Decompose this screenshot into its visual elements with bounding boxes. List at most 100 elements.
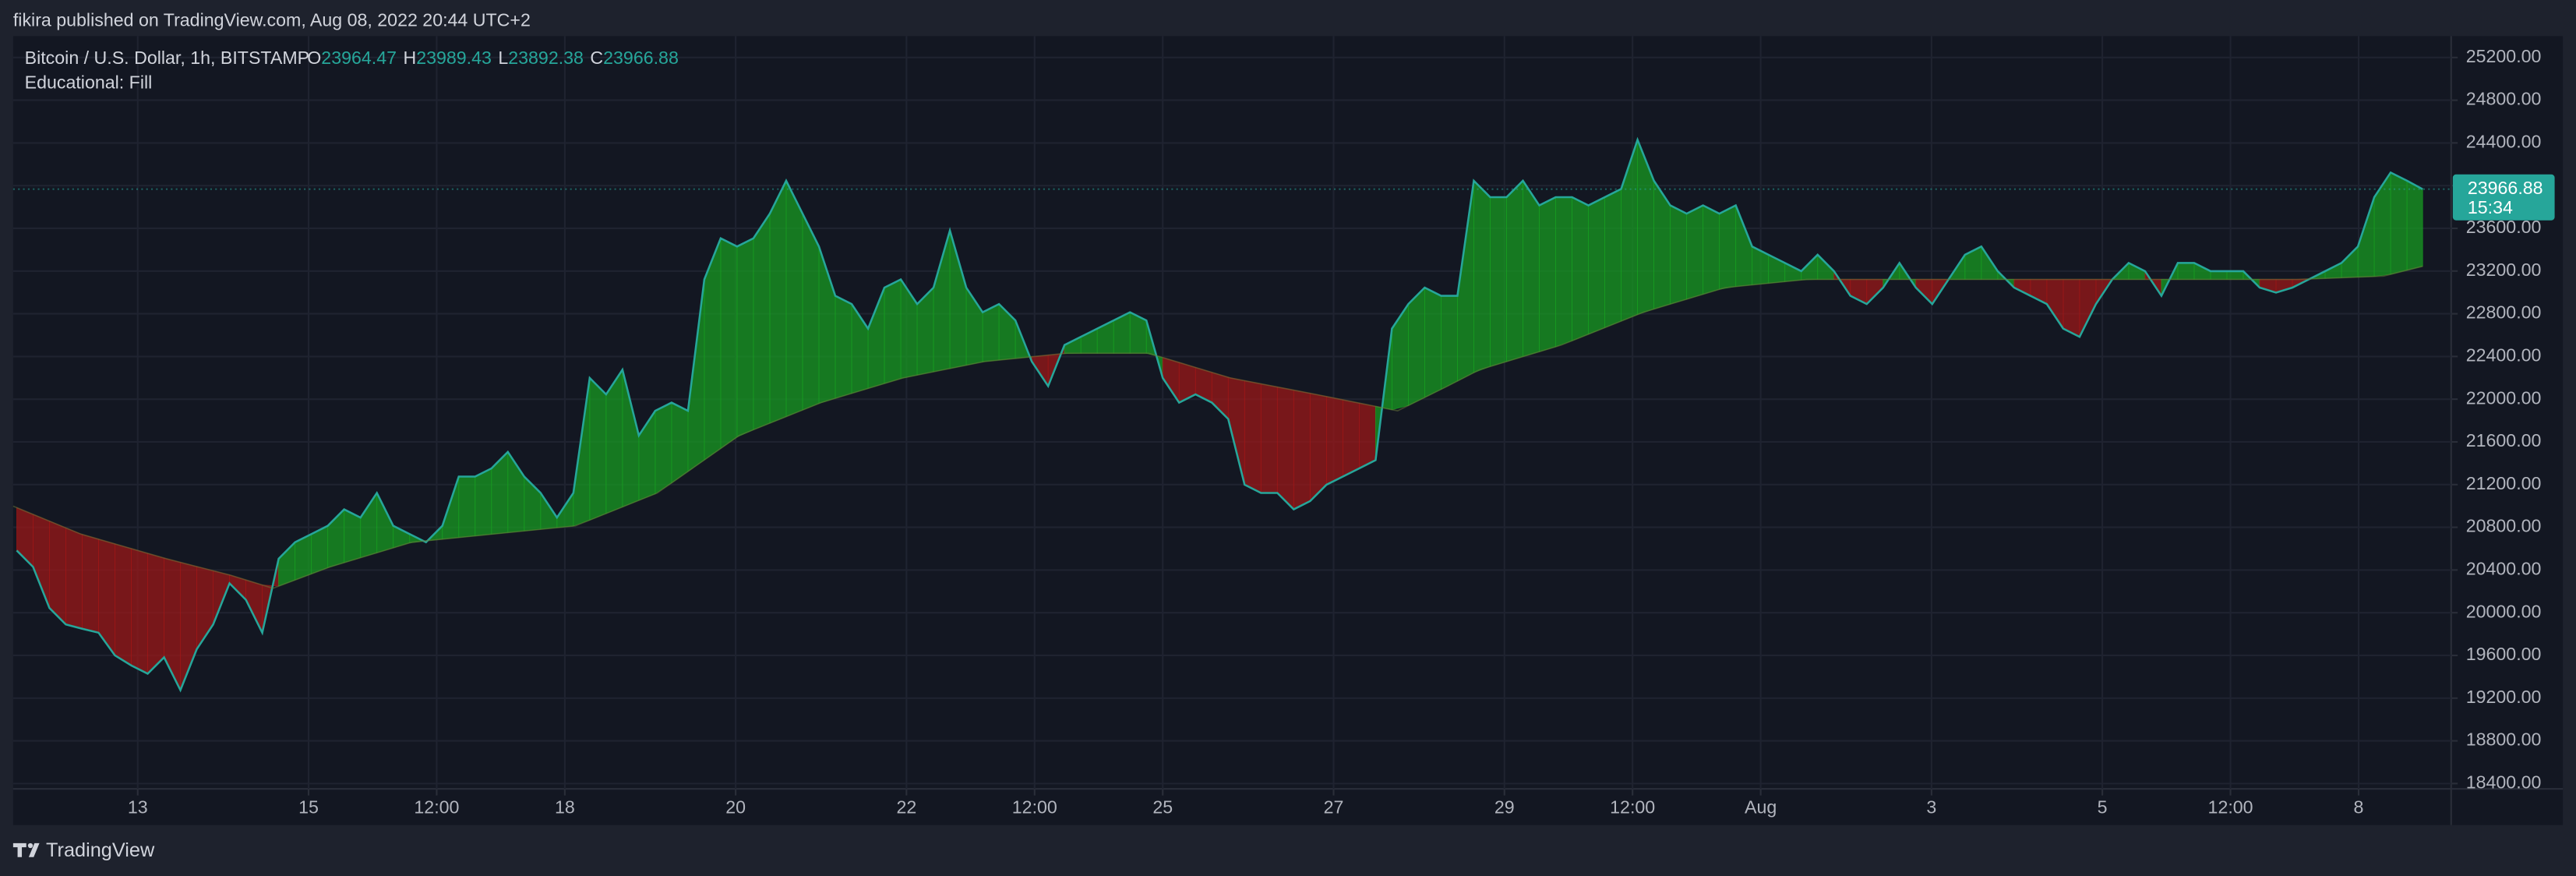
fill-band bbox=[769, 180, 787, 424]
price-tag bbox=[2452, 174, 2555, 221]
x-tick-label: 27 bbox=[1324, 797, 1344, 818]
fill-area bbox=[16, 140, 2423, 691]
fill-band bbox=[1325, 396, 1343, 486]
published-note: fikira published on TradingView.com, Aug… bbox=[13, 10, 531, 30]
indicator-name: Educational: Fill bbox=[25, 72, 153, 93]
fill-band bbox=[475, 468, 492, 537]
x-tick-label: 18 bbox=[555, 797, 575, 818]
fill-band bbox=[1424, 287, 1442, 398]
y-tick-label: 21200.00 bbox=[2466, 473, 2542, 493]
x-tick-label: 8 bbox=[2354, 797, 2364, 818]
fill-band bbox=[2177, 262, 2195, 280]
ohlc-value: 23964.47 bbox=[321, 48, 397, 68]
y-tick-label: 19600.00 bbox=[2466, 644, 2542, 664]
x-tick-label: 29 bbox=[1494, 797, 1515, 818]
x-tick-label: 13 bbox=[128, 797, 148, 818]
ohlc-label: L bbox=[498, 48, 508, 68]
fill-band bbox=[1506, 179, 1523, 362]
fill-band bbox=[1293, 390, 1311, 510]
fill-band bbox=[1276, 387, 1294, 510]
y-tick-label: 24800.00 bbox=[2466, 89, 2542, 109]
fill-band bbox=[131, 548, 148, 675]
fill-band bbox=[753, 212, 771, 431]
x-tick-label: 12:00 bbox=[2208, 797, 2253, 818]
fill-band bbox=[982, 303, 1000, 362]
fill-band bbox=[1588, 196, 1605, 335]
fill-band bbox=[1703, 204, 1720, 295]
fill-band bbox=[1358, 402, 1376, 469]
fill-band bbox=[1342, 399, 1360, 478]
fill-band bbox=[1719, 204, 1737, 290]
price-line bbox=[16, 136, 2423, 693]
fill-band bbox=[1473, 179, 1491, 373]
y-tick-label: 22000.00 bbox=[2466, 387, 2542, 408]
fill-band bbox=[1670, 204, 1688, 305]
x-tick-label: 3 bbox=[1926, 797, 1936, 818]
fill-band bbox=[49, 521, 66, 626]
series bbox=[12, 136, 2423, 693]
fill-band bbox=[655, 401, 672, 495]
fill-band bbox=[2390, 171, 2408, 275]
x-tick-label: 22 bbox=[896, 797, 916, 818]
ohlc-label: O bbox=[307, 48, 321, 68]
ohlc-label: H bbox=[403, 48, 416, 68]
fill-band bbox=[589, 376, 607, 521]
logo bbox=[12, 842, 40, 857]
fill-band bbox=[2210, 270, 2228, 280]
y-tick-label: 23200.00 bbox=[2466, 260, 2542, 280]
y-tick-label: 19200.00 bbox=[2466, 687, 2542, 707]
fill-band bbox=[2226, 270, 2244, 280]
band-edge-line bbox=[12, 265, 2423, 589]
fill-band bbox=[82, 534, 99, 634]
y-tick-label: 20400.00 bbox=[2466, 559, 2542, 579]
price-tag-value: 23966.88 bbox=[2468, 178, 2543, 198]
y-tick-label: 20000.00 bbox=[2466, 601, 2542, 621]
ohlc-value: 23966.88 bbox=[603, 48, 679, 68]
fill-band bbox=[1523, 179, 1540, 358]
ohlc-value: 23892.38 bbox=[508, 48, 584, 68]
y-tick-label: 21600.00 bbox=[2466, 430, 2542, 450]
price-tag-countdown: 15:34 bbox=[2468, 197, 2513, 217]
fill-band bbox=[1309, 393, 1327, 503]
fill-band bbox=[671, 401, 689, 484]
fill-band bbox=[147, 553, 164, 675]
symbol: Bitcoin / U.S. Dollar, 1h, BITSTAMP bbox=[25, 48, 309, 68]
fill-band bbox=[1539, 196, 1556, 352]
fill-band bbox=[1686, 204, 1704, 300]
fill-band bbox=[1604, 188, 1621, 329]
ohlc-value: 23989.43 bbox=[416, 48, 492, 68]
x-tick-label: 15 bbox=[298, 797, 319, 818]
fill-band bbox=[115, 543, 132, 666]
brand: TradingView bbox=[46, 839, 155, 861]
y-tick-label: 22400.00 bbox=[2466, 345, 2542, 366]
fill-band bbox=[458, 476, 476, 539]
y-tick-label: 18400.00 bbox=[2466, 772, 2542, 793]
y-tick-label: 25200.00 bbox=[2466, 46, 2542, 66]
ohlc: O 23964.47 H 23989.43 L 23892.38 C 23966.88 bbox=[307, 48, 679, 68]
x-tick-label: Aug bbox=[1745, 797, 1777, 818]
fill-band bbox=[1572, 196, 1589, 341]
fill-band bbox=[2406, 180, 2423, 271]
fill-band bbox=[2063, 279, 2080, 337]
x-tick-label: 12:00 bbox=[1012, 797, 1057, 818]
fill-band bbox=[785, 180, 803, 418]
y-tick-label: 18800.00 bbox=[2466, 729, 2542, 750]
fill-band bbox=[884, 278, 902, 384]
x-tick-label: 12:00 bbox=[1610, 797, 1655, 818]
y-tick-label: 24400.00 bbox=[2466, 132, 2542, 152]
fill-band bbox=[65, 527, 83, 630]
ohlc-label: C bbox=[590, 48, 603, 68]
fill-band bbox=[1555, 196, 1572, 348]
x-tick-label: 12:00 bbox=[414, 797, 459, 818]
fill-band bbox=[1490, 196, 1507, 367]
fill-band bbox=[1244, 380, 1262, 494]
fill-band bbox=[1441, 295, 1458, 390]
x-tick-label: 5 bbox=[2098, 797, 2108, 818]
fill-band bbox=[736, 238, 754, 438]
fill-band bbox=[1260, 383, 1278, 493]
fill-band bbox=[835, 295, 852, 399]
y-tick-label: 20800.00 bbox=[2466, 516, 2542, 536]
y-tick-label: 22800.00 bbox=[2466, 302, 2542, 323]
